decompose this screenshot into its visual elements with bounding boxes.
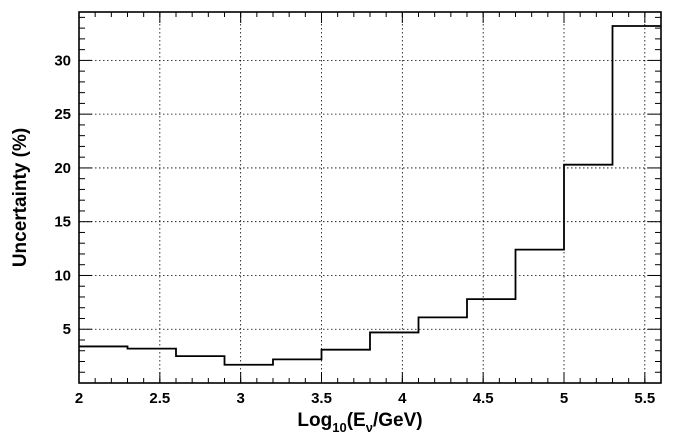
y-tick-label: 20: [54, 160, 71, 177]
x-tick-label: 5.5: [634, 390, 655, 407]
x-tick-label: 3: [236, 390, 244, 407]
x-axis-title: Log10(Eν/GeV): [297, 410, 422, 435]
x-tick-label: 4.5: [473, 390, 494, 407]
plot-frame: [78, 11, 662, 384]
y-tick-labels: 5 10 15 20 25 30: [54, 52, 71, 338]
x-tick-label: 2.5: [149, 390, 170, 407]
x-tick-label: 2: [75, 390, 83, 407]
x-axis-title-base: Log: [297, 410, 332, 431]
major-ticks: [78, 12, 661, 383]
x-tick-labels: 2 2.5 3 3.5 4 4.5 5 5.5: [75, 390, 655, 407]
uncertainty-histogram-line: [79, 25, 661, 366]
y-tick-label: 15: [54, 214, 71, 231]
minor-ticks: [78, 12, 662, 383]
x-axis-title-nu: ν: [366, 420, 373, 435]
x-tick-label: 4: [398, 390, 407, 407]
x-tick-label: 5: [560, 390, 568, 407]
y-tick-label: 30: [54, 52, 71, 69]
y-axis-title: Uncertainty (%): [10, 128, 31, 267]
y-tick-label: 5: [63, 321, 71, 338]
x-axis-title-close: /GeV): [373, 410, 423, 431]
x-axis-title-subscript: 10: [332, 420, 346, 435]
grid-lines: [79, 12, 661, 383]
x-axis-title-open: (E: [347, 410, 366, 431]
y-tick-label: 10: [54, 267, 71, 284]
x-tick-label: 3.5: [311, 390, 332, 407]
y-tick-label: 25: [54, 106, 71, 123]
